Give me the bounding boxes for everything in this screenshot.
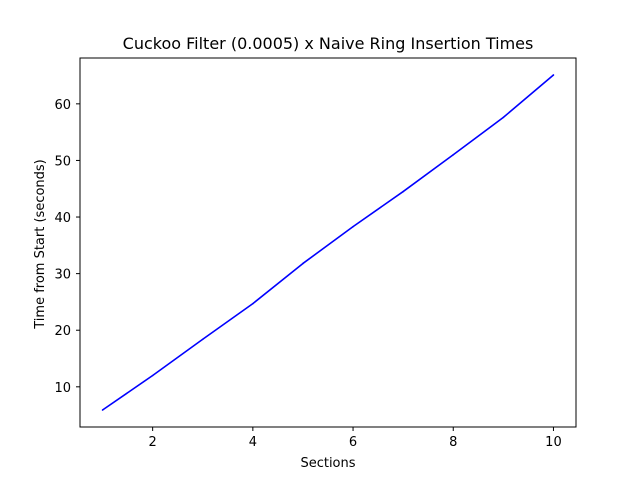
data-point — [201, 338, 204, 341]
data-point — [101, 409, 104, 411]
x-axis-label: Sections — [300, 456, 355, 471]
x-tick-label: 6 — [349, 435, 357, 450]
y-axis-label: Time from Start (seconds) — [33, 159, 48, 330]
x-axis: 2 4 6 8 10 — [149, 427, 562, 450]
chart-title: Cuckoo Filter (0.0005) x Naive Ring Inse… — [123, 34, 534, 53]
y-tick-label: 40 — [54, 211, 71, 226]
data-point — [302, 262, 304, 265]
data-point — [352, 225, 354, 228]
x-tick-label: 2 — [149, 435, 157, 450]
plot-frame — [79, 57, 577, 428]
x-tick-label: 4 — [249, 435, 257, 450]
y-tick-label: 10 — [54, 381, 71, 396]
data-point — [151, 374, 154, 377]
y-tick-label: 20 — [54, 324, 71, 339]
y-axis: 10 20 30 40 50 60 — [54, 98, 80, 396]
data-point — [552, 74, 555, 76]
series-line — [102, 74, 554, 411]
x-tick-label: 8 — [449, 435, 457, 450]
data-point — [252, 302, 254, 305]
x-tick-label: 10 — [545, 435, 562, 450]
series-layer — [101, 74, 555, 411]
data-point — [452, 153, 455, 156]
plot-area — [79, 57, 577, 428]
data-point — [402, 190, 404, 193]
y-tick-label: 50 — [54, 154, 71, 169]
data-point — [502, 116, 505, 119]
y-tick-label: 60 — [54, 98, 71, 113]
y-tick-label: 30 — [54, 268, 71, 283]
